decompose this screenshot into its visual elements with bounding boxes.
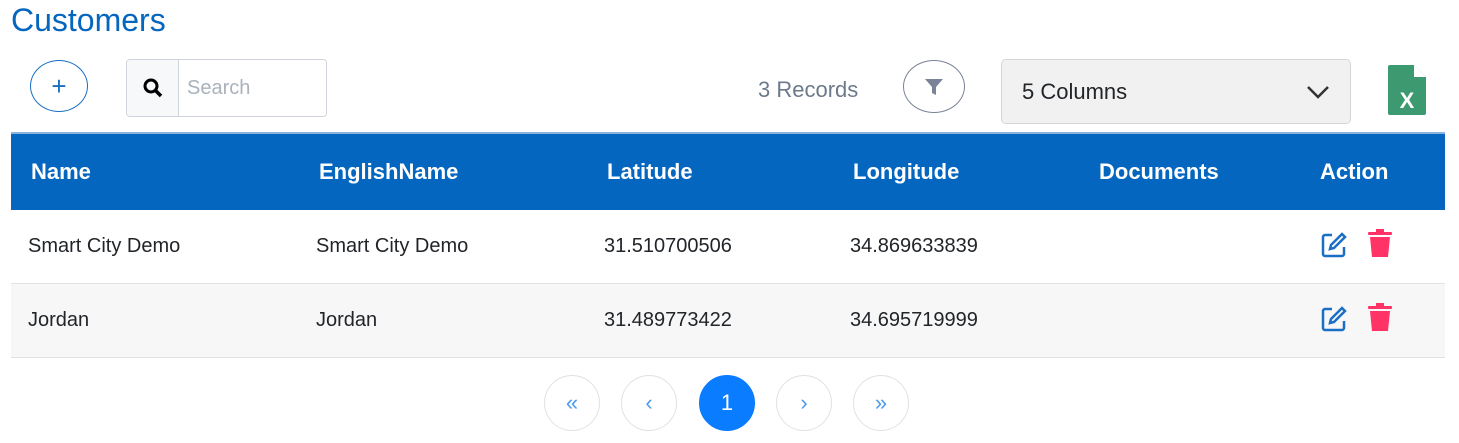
customers-table: Name EnglishName Latitude Longitude Docu…: [11, 132, 1445, 358]
header-name[interactable]: Name: [31, 159, 91, 184]
cell-english-name: Jordan: [299, 283, 587, 358]
cell-name: Smart City Demo: [11, 210, 299, 284]
edit-icon[interactable]: [1320, 305, 1348, 333]
header-action: Action: [1320, 159, 1389, 184]
cell-action: [1300, 210, 1445, 284]
add-button[interactable]: +: [30, 60, 88, 112]
search-input[interactable]: [179, 60, 326, 116]
prev-page-button[interactable]: ‹: [621, 375, 677, 431]
first-page-button[interactable]: «: [544, 375, 600, 431]
cell-longitude: 34.695719999: [833, 283, 1079, 358]
delete-icon[interactable]: [1366, 228, 1394, 259]
header-longitude[interactable]: Longitude: [853, 159, 960, 184]
page-1-button[interactable]: 1: [699, 375, 755, 431]
header-documents[interactable]: Documents: [1099, 159, 1219, 184]
header-latitude[interactable]: Latitude: [607, 159, 693, 184]
cell-latitude: 31.510700506: [587, 210, 833, 284]
cell-latitude: 31.489773422: [587, 283, 833, 358]
table-row: Jordan Jordan 31.489773422 34.695719999: [11, 283, 1445, 358]
table-header-row: Name EnglishName Latitude Longitude Docu…: [11, 133, 1445, 210]
columns-select-value: 5 Columns: [1022, 78, 1128, 104]
cell-name: Jordan: [11, 283, 299, 358]
filter-icon: [925, 78, 943, 95]
cell-action: [1300, 283, 1445, 358]
last-page-button[interactable]: »: [853, 375, 909, 431]
svg-text:X: X: [1400, 88, 1415, 113]
edit-icon[interactable]: [1320, 231, 1348, 259]
filter-button[interactable]: [903, 60, 965, 113]
chevron-down-icon: [1307, 85, 1329, 99]
search-icon: [127, 60, 179, 116]
cell-longitude: 34.869633839: [833, 210, 1079, 284]
cell-documents: [1079, 283, 1300, 358]
cell-documents: [1079, 210, 1300, 284]
excel-export-icon[interactable]: X: [1388, 65, 1426, 115]
delete-icon[interactable]: [1366, 302, 1394, 333]
records-count: 3 Records: [758, 77, 859, 102]
cell-english-name: Smart City Demo: [299, 210, 587, 284]
table-row: Smart City Demo Smart City Demo 31.51070…: [11, 210, 1445, 284]
columns-select[interactable]: 5 Columns: [1001, 59, 1351, 124]
header-english-name[interactable]: EnglishName: [319, 159, 459, 184]
search-box: [126, 59, 327, 117]
next-page-button[interactable]: ›: [776, 375, 832, 431]
page-title: Customers: [11, 2, 166, 38]
